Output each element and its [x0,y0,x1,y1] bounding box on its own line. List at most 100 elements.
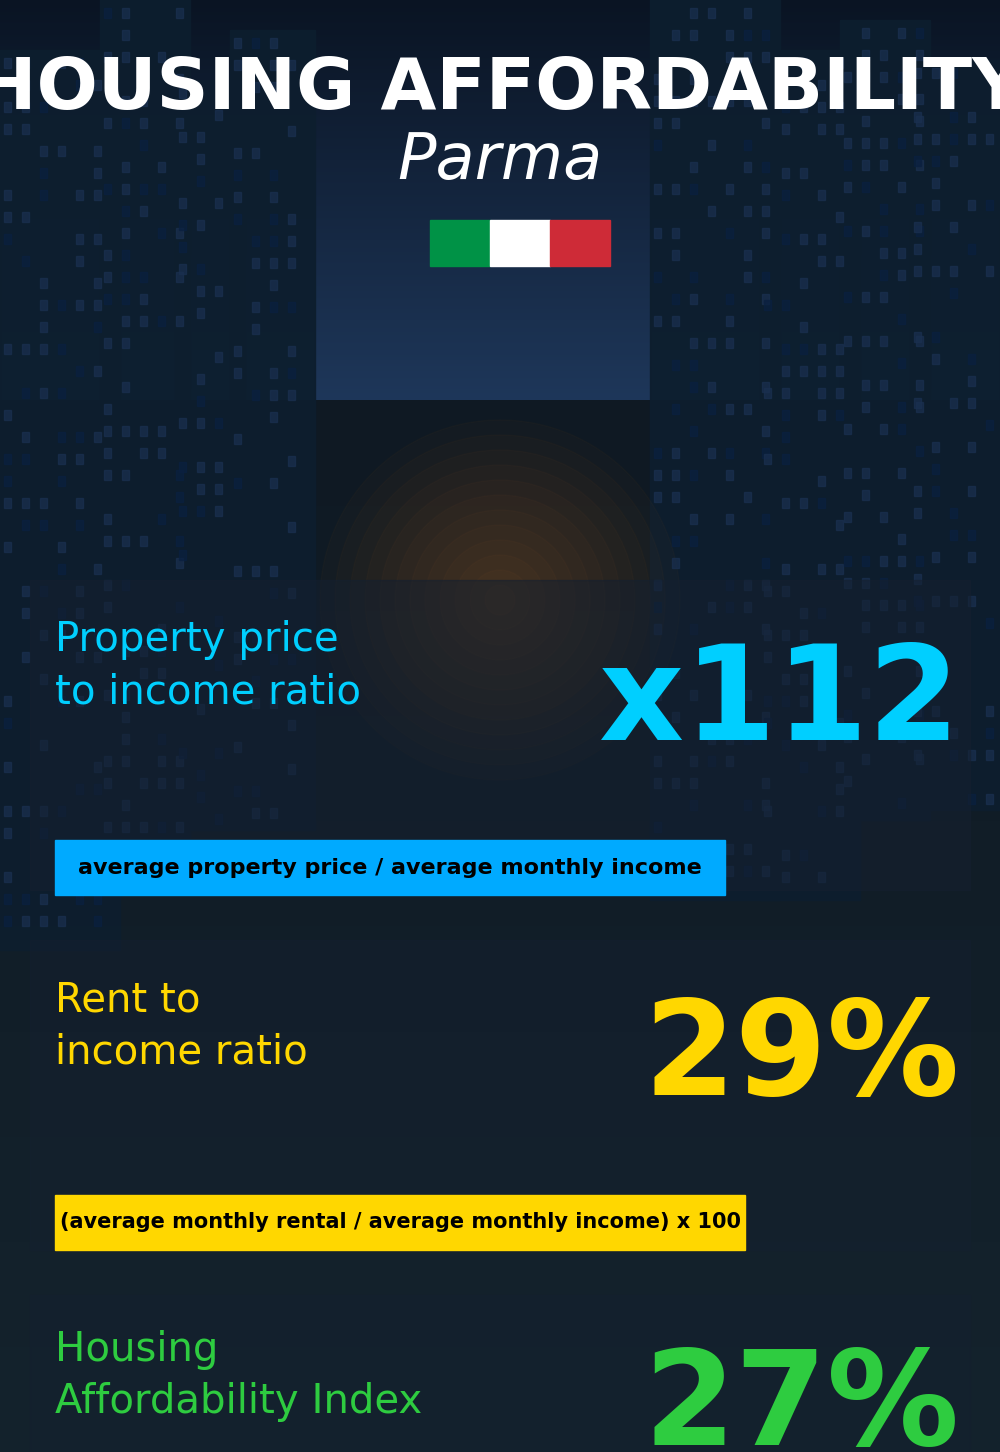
Bar [650,0,780,900]
Bar [122,425,129,436]
Bar [744,844,751,854]
Bar [836,563,843,574]
Bar [4,212,11,222]
Bar [122,228,129,238]
Bar [844,335,851,346]
Text: (average monthly rental / average monthly income) x 100: (average monthly rental / average monthl… [60,1212,740,1233]
Bar [654,624,661,635]
Bar [690,778,697,788]
Bar [140,206,147,216]
Bar [4,806,11,816]
Bar [800,762,807,772]
Bar [234,148,241,158]
Bar [197,375,204,383]
Bar [968,595,975,605]
Bar [58,301,65,309]
Bar [836,717,843,727]
Text: Parma: Parma [397,131,603,192]
Bar [800,630,807,640]
Bar [270,237,277,245]
Bar [862,160,869,170]
Bar [862,49,869,60]
Bar [122,382,129,392]
Bar [94,234,101,244]
Bar [726,317,733,327]
Bar [744,163,751,171]
Text: Rent to
income ratio: Rent to income ratio [55,980,308,1073]
Bar [862,578,869,588]
Bar [94,849,101,860]
Bar [914,508,921,518]
Bar [654,228,661,238]
Bar [844,775,851,786]
Bar [968,794,975,804]
Bar [654,74,661,84]
Bar [270,698,277,709]
Bar [932,68,939,78]
Bar [844,468,851,478]
Bar [22,58,29,68]
Bar [914,68,921,78]
Bar [818,608,825,619]
Bar [968,134,975,144]
Bar [726,449,733,457]
Bar [179,550,186,560]
Bar [94,894,101,905]
Bar [58,454,65,465]
Bar [690,184,697,195]
Bar [782,498,789,508]
Bar [744,603,751,611]
Bar [862,402,869,412]
Bar [708,404,715,414]
Bar [270,588,277,598]
Bar [176,822,183,832]
Bar [836,102,843,112]
Bar [288,653,295,664]
Bar [762,624,769,635]
Bar [104,822,111,832]
Bar [726,52,733,62]
Bar [122,118,129,128]
Bar [782,630,789,640]
Bar [800,277,807,287]
Bar [140,96,147,106]
Bar [708,449,715,457]
Bar [140,449,147,457]
Bar [862,600,869,610]
Bar [762,272,769,282]
Bar [234,38,241,48]
Bar [4,828,11,838]
Bar [179,264,186,274]
Bar [76,454,83,465]
Bar [654,272,661,282]
Bar [862,335,869,346]
Bar [58,696,65,706]
Bar [4,717,11,727]
Bar [672,536,679,546]
Bar [40,520,47,530]
Bar [158,449,165,457]
Bar [726,96,733,106]
Bar [672,30,679,41]
Bar [22,102,29,112]
Bar [176,317,183,327]
Bar [122,293,129,303]
Bar [176,756,183,767]
Bar [818,234,825,244]
Bar [744,404,751,414]
Bar [690,800,697,810]
Bar [800,168,807,179]
Bar [782,190,789,200]
Bar [4,190,11,200]
Bar [22,388,29,398]
Bar [122,338,129,348]
Bar [818,80,825,90]
Bar [197,221,204,229]
Bar [932,706,939,716]
Bar [654,690,661,700]
Bar [94,563,101,574]
Bar [782,409,789,420]
Bar [916,160,923,170]
Bar [234,346,241,356]
Bar [4,916,11,926]
